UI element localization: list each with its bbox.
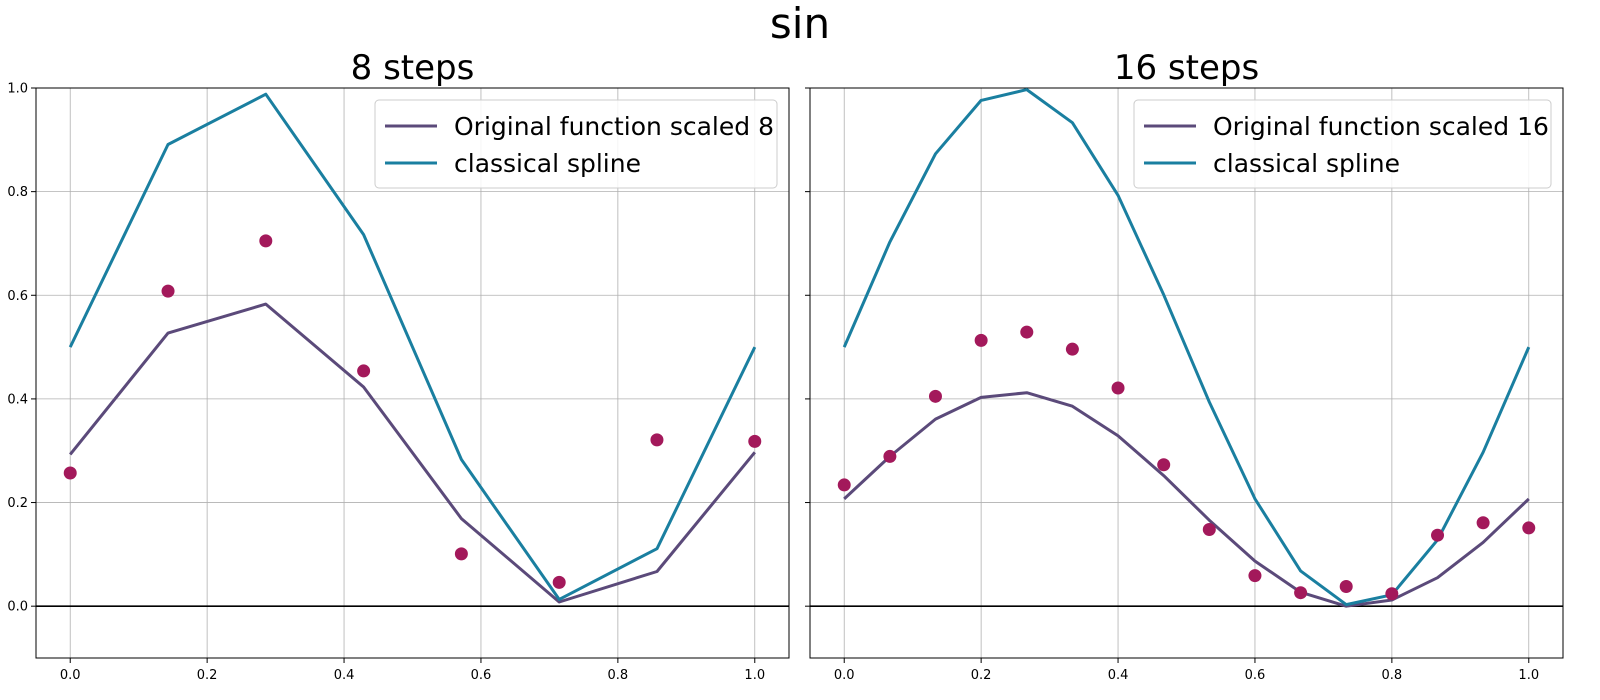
series-line-original [843, 391, 1530, 608]
x-tick-label: 0.0 [834, 668, 855, 683]
axes-frame [809, 87, 1564, 659]
suptitle: sin [770, 0, 830, 48]
y-tick-label: 0.4 [7, 392, 28, 407]
data-point [1157, 458, 1171, 472]
data-point [1294, 586, 1308, 600]
data-point [1431, 528, 1445, 542]
data-point [1020, 325, 1034, 339]
data-point [454, 547, 468, 561]
data-point [748, 434, 762, 448]
x-tick-label: 0.6 [1245, 668, 1266, 683]
data-point [63, 466, 77, 480]
series-line-spline [842, 88, 1531, 607]
panel-title: 16 steps [1114, 48, 1259, 88]
legend-box [1133, 99, 1552, 189]
legend-label: classical spline [454, 149, 641, 178]
x-tick-label: 0.8 [608, 668, 629, 683]
data-point [161, 284, 175, 298]
x-tick-label: 1.0 [1518, 668, 1539, 683]
data-point [1202, 522, 1216, 536]
data-point [1065, 342, 1079, 356]
axes-frame [35, 87, 790, 659]
x-tick-label: 0.2 [197, 668, 218, 683]
data-point [357, 364, 371, 378]
y-tick-label: 0.0 [7, 600, 28, 615]
data-point [1476, 516, 1490, 530]
series-line-spline [68, 92, 757, 601]
legend-label: Original function scaled 16 [1213, 112, 1549, 141]
legend-label: classical spline [1213, 149, 1400, 178]
x-tick-label: 1.0 [744, 668, 765, 683]
data-point [552, 575, 566, 589]
x-tick-label: 0.2 [971, 668, 992, 683]
data-point [259, 234, 273, 248]
data-point [1111, 381, 1125, 395]
y-tick-label: 0.8 [7, 185, 28, 200]
x-tick-label: 0.4 [1108, 668, 1129, 683]
data-point [1385, 587, 1399, 601]
data-point [1522, 521, 1536, 535]
x-tick-label: 0.0 [60, 668, 81, 683]
panel-title: 8 steps [351, 48, 475, 88]
legend-label: Original function scaled 8 [454, 112, 774, 141]
series-line-original [69, 302, 756, 604]
legend-box [374, 99, 778, 189]
x-tick-label: 0.4 [334, 668, 355, 683]
y-tick-label: 0.6 [7, 289, 28, 304]
panel-16-steps: 16 steps 0.0 0.2 0.4 0.6 0.8 1.0 Original funct… [805, 48, 1564, 683]
y-tick-label: 1.0 [7, 82, 28, 97]
x-tick-label: 0.6 [471, 668, 492, 683]
data-point [1339, 579, 1353, 593]
x-tick-label: 0.8 [1382, 668, 1403, 683]
data-point [650, 433, 664, 447]
data-point [974, 333, 988, 347]
data-point [928, 389, 942, 403]
data-point [883, 449, 897, 463]
data-point [837, 478, 851, 492]
y-tick-label: 0.2 [7, 496, 28, 511]
data-point [1248, 569, 1262, 583]
panel-8-steps: 8 steps 0.0 0.2 0.4 0.6 0.8 1.0 0.0 0.2 0.4 0.6 0.8… [7, 48, 790, 683]
